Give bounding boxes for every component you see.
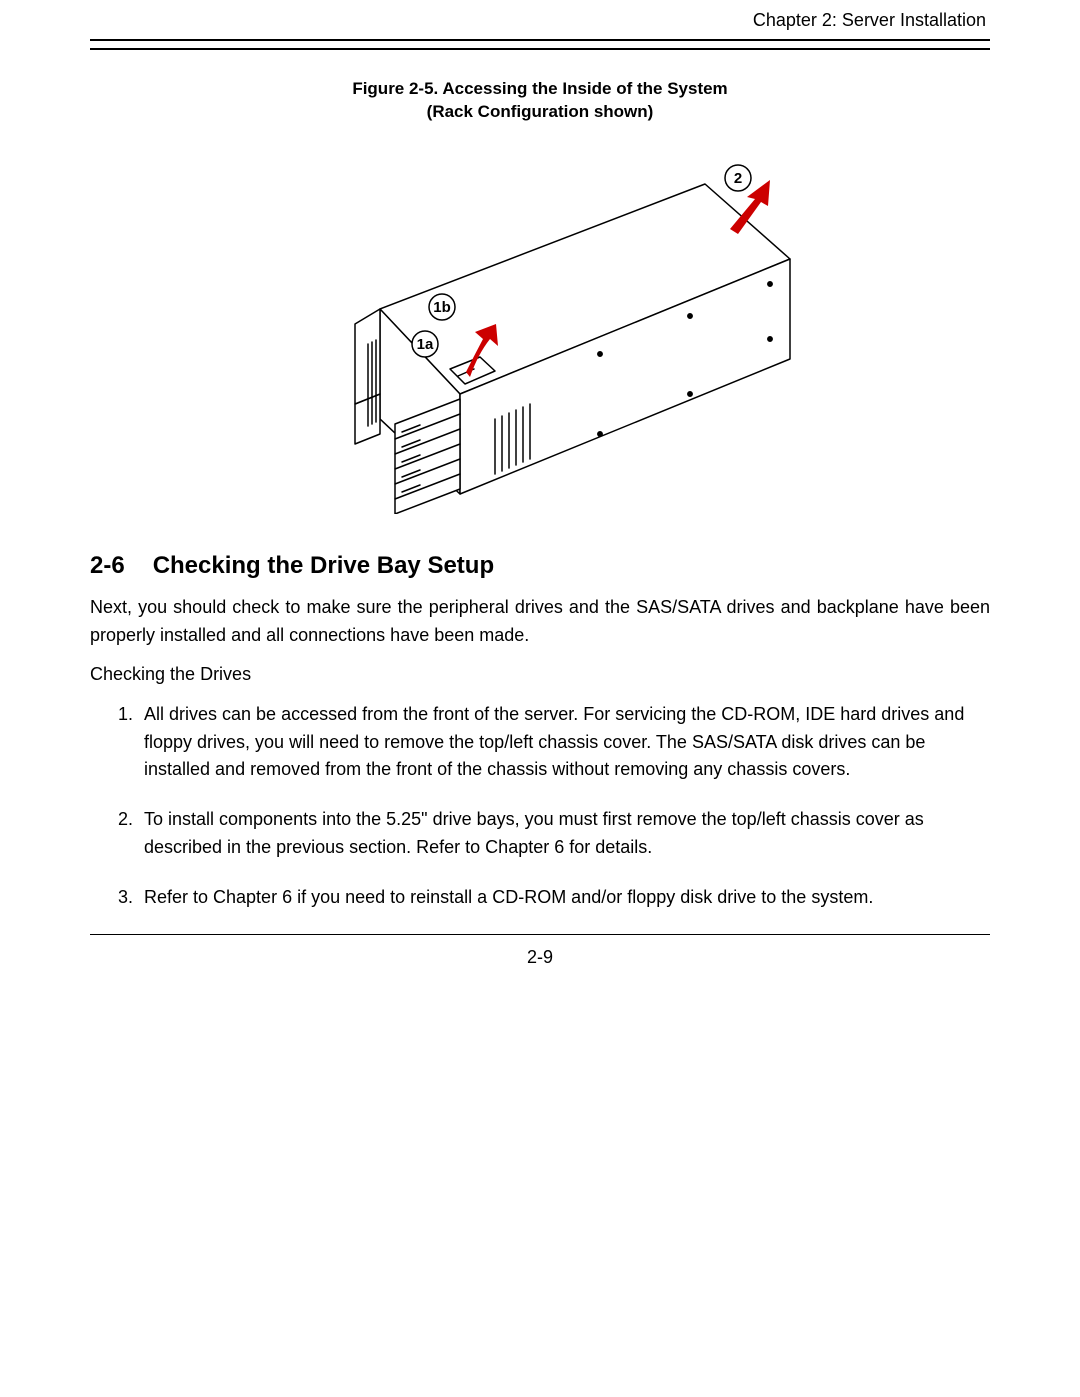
section-title: Checking the Drive Bay Setup <box>153 552 494 579</box>
list-item: To install components into the 5.25" dri… <box>138 806 990 862</box>
page-number: 2-9 <box>527 947 553 967</box>
server-diagram: 1a 1b 2 <box>260 144 820 514</box>
header-rule <box>90 39 990 50</box>
section-heading: 2-6 Checking the Drive Bay Setup <box>90 552 990 580</box>
svg-text:1b: 1b <box>433 299 451 316</box>
figure-caption: Figure 2-5. Accessing the Inside of the … <box>90 78 990 124</box>
figure-container: 1a 1b 2 <box>90 144 990 514</box>
list-item: Refer to Chapter 6 if you need to reinst… <box>138 884 990 912</box>
section-subhead: Checking the Drives <box>90 664 990 685</box>
chapter-header: Chapter 2: Server Installation <box>90 0 990 39</box>
steps-list: All drives can be accessed from the fron… <box>90 701 990 912</box>
footer: 2-9 <box>90 934 990 968</box>
list-item: All drives can be accessed from the fron… <box>138 701 990 785</box>
section-intro: Next, you should check to make sure the … <box>90 594 990 650</box>
svg-text:1a: 1a <box>417 336 434 353</box>
figure-caption-line1: Figure 2-5. Accessing the Inside of the … <box>352 79 727 98</box>
section-number: 2-6 <box>90 552 125 580</box>
document-page: Chapter 2: Server Installation Figure 2-… <box>0 0 1080 1397</box>
figure-caption-line2: (Rack Conﬁguration shown) <box>427 102 654 121</box>
svg-text:2: 2 <box>734 170 742 187</box>
